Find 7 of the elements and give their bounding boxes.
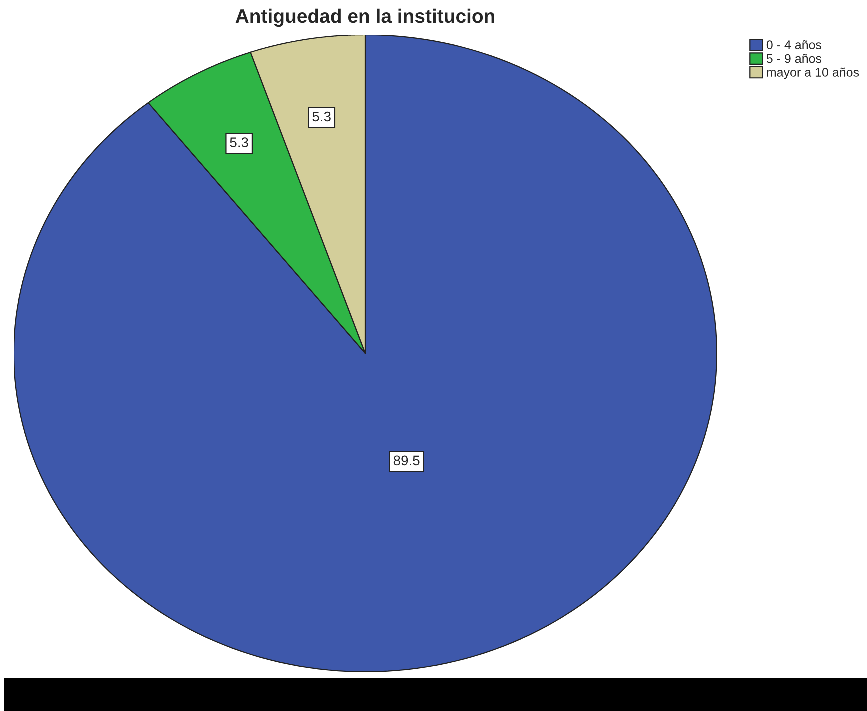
data-label: 5.3 <box>230 138 248 148</box>
legend-label: mayor a 10 años <box>767 68 860 80</box>
chart-title: Antiguedad en la institucion <box>236 8 494 28</box>
legend-label: 5 - 9 años <box>766 54 822 64</box>
data-label: 5.3 <box>312 112 331 122</box>
data-label: 89.5 <box>394 456 420 466</box>
legend-label: 0 - 4 años <box>766 40 822 50</box>
